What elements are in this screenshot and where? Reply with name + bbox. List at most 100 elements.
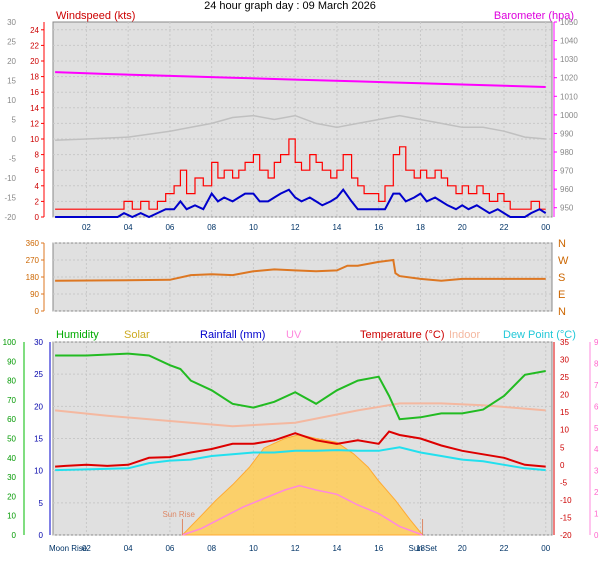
rain-tick-label: 20	[34, 402, 43, 411]
humidity-tick-label: 10	[7, 512, 16, 521]
wind-left-tick-label: 22	[30, 41, 39, 50]
rain-tick-label: 10	[34, 467, 43, 476]
direction-left-tick-label: 360	[26, 239, 40, 248]
event-label-sun-set: Sun Set	[409, 544, 438, 553]
humidity-tick-label: 90	[7, 357, 16, 366]
legend-uv: UV	[286, 329, 302, 341]
wind-left-tick-label: 20	[30, 57, 39, 66]
baro-right-label: Barometer (hpa)	[494, 10, 574, 22]
wind-left-tick-label: 0	[35, 213, 40, 222]
temp-x-tick-label: 08	[207, 544, 216, 553]
wind-x-tick-label: 08	[207, 223, 216, 232]
baro-right-tick-label: 950	[560, 204, 574, 213]
temperature-tick-label: 0	[560, 461, 565, 470]
temperature-tick-label: 30	[560, 356, 569, 365]
wind-outer-tick-label: 25	[7, 38, 16, 47]
uv-tick-label: 7	[594, 381, 599, 390]
direction-left-tick-label: 0	[35, 307, 40, 316]
uv-axis: 0 1 2 3 4 5 6 7 8 9	[594, 338, 599, 540]
humidity-axis: 0 10 20 30 40 50 60 70 80 90 100	[3, 338, 17, 540]
legend-indoor: Indoor	[449, 329, 481, 341]
series-solar-area	[181, 434, 424, 536]
baro-right-tick-label: 1030	[560, 55, 578, 64]
uv-tick-label: 9	[594, 338, 599, 347]
humidity-tick-label: 0	[12, 531, 17, 540]
uv-tick-label: 2	[594, 488, 599, 497]
humidity-tick-label: 30	[7, 473, 16, 482]
rain-tick-label: 0	[39, 531, 44, 540]
baro-right-tick-label: 980	[560, 148, 574, 157]
direction-gridlines	[53, 242, 552, 312]
baro-right-axis: 950 960 970 980 990 1000 1010 1020 1030 1040 1050	[554, 18, 578, 213]
series-temperature-line	[55, 430, 546, 468]
uv-tick-label: 6	[594, 402, 599, 411]
temperature-tick-label: 20	[560, 391, 569, 400]
direction-left-tick-label: 180	[26, 273, 40, 282]
temperature-tick-label: -15	[560, 513, 572, 522]
series-dew-point-line	[55, 446, 546, 472]
temperature-tick-label: 25	[560, 373, 569, 382]
rain-tick-label: 30	[34, 338, 43, 347]
temperature-tick-label: 5	[560, 443, 565, 452]
rain-axis: 0 5 10 15 20 25 30	[34, 338, 43, 540]
wind-outer-tick-label: 15	[7, 77, 16, 86]
wind-left-tick-label: 8	[35, 151, 40, 160]
temp-x-tick-label: 04	[124, 544, 133, 553]
baro-right-tick-label: 1000	[560, 111, 578, 120]
rain-tick-label: 25	[34, 370, 43, 379]
temp-legend: Humidity Solar Rainfall (mm) UV Temperat…	[56, 329, 576, 341]
wind-left-label: Windspeed (kts)	[56, 10, 135, 22]
temp-x-tick-label: 12	[291, 544, 300, 553]
wind-x-tick-label: 00	[541, 223, 550, 232]
series-gust-line	[55, 138, 546, 210]
wind-x-tick-label: 18	[416, 223, 425, 232]
baro-right-tick-label: 990	[560, 129, 574, 138]
temperature-tick-label: -5	[560, 478, 568, 487]
baro-right-tick-label: 1010	[560, 92, 578, 101]
chart-title: 24 hour graph day : 09 March 2026	[204, 0, 376, 12]
wind-outer-tick-label: 5	[12, 116, 17, 125]
temp-panel: Humidity Solar Rainfall (mm) UV Temperat…	[3, 329, 599, 553]
event-markers: Moon Rise Sun Rise Sun Set	[49, 510, 438, 553]
wind-left-tick-label: 2	[35, 197, 40, 206]
temp-x-tick-label: 06	[165, 544, 174, 553]
baro-right-tick-label: 1020	[560, 74, 578, 83]
wind-outer-tick-label: -5	[9, 155, 17, 164]
legend-rainfall: Rainfall (mm)	[200, 329, 265, 341]
series-humidity-line	[55, 352, 546, 421]
wind-plot-bg	[52, 21, 553, 218]
temp-x-tick-label: 10	[249, 544, 258, 553]
event-label-sun-rise: Sun Rise	[162, 510, 195, 519]
legend-humidity: Humidity	[56, 329, 99, 341]
humidity-tick-label: 20	[7, 492, 16, 501]
wind-outer-tick-label: -15	[4, 194, 16, 203]
temp-x-tick-label: 02	[82, 544, 91, 553]
wind-left-tick-label: 16	[30, 88, 39, 97]
series-barometer-line	[55, 71, 546, 88]
wind-x-tick-label: 06	[165, 223, 174, 232]
humidity-tick-label: 50	[7, 435, 16, 444]
wind-outer-axis: -20 -15 -10 -5 0 5 10 15 20 25 30	[4, 18, 16, 222]
uv-tick-label: 5	[594, 424, 599, 433]
wind-outer-tick-label: -10	[4, 174, 16, 183]
wind-x-tick-label: 12	[291, 223, 300, 232]
temp-x-tick-label: 00	[541, 544, 550, 553]
wind-x-tick-label: 20	[458, 223, 467, 232]
wind-left-tick-label: 14	[30, 104, 39, 113]
temperature-tick-label: -20	[560, 531, 572, 540]
wind-x-tick-label: 02	[82, 223, 91, 232]
event-label-moon-rise: Moon Rise	[49, 544, 88, 553]
rain-tick-label: 15	[34, 435, 43, 444]
series-uv-line	[182, 484, 423, 536]
temp-x-tick-label: 22	[500, 544, 509, 553]
temp-x-tick-label: 16	[374, 544, 383, 553]
uv-tick-label: 4	[594, 445, 599, 454]
humidity-tick-label: 80	[7, 377, 16, 386]
humidity-tick-label: 70	[7, 396, 16, 405]
direction-compass-label: W	[558, 255, 569, 267]
series-apparent-line	[55, 114, 546, 141]
wind-panel: Windspeed (kts) Barometer (hpa) -20 -15 -1…	[4, 10, 578, 232]
